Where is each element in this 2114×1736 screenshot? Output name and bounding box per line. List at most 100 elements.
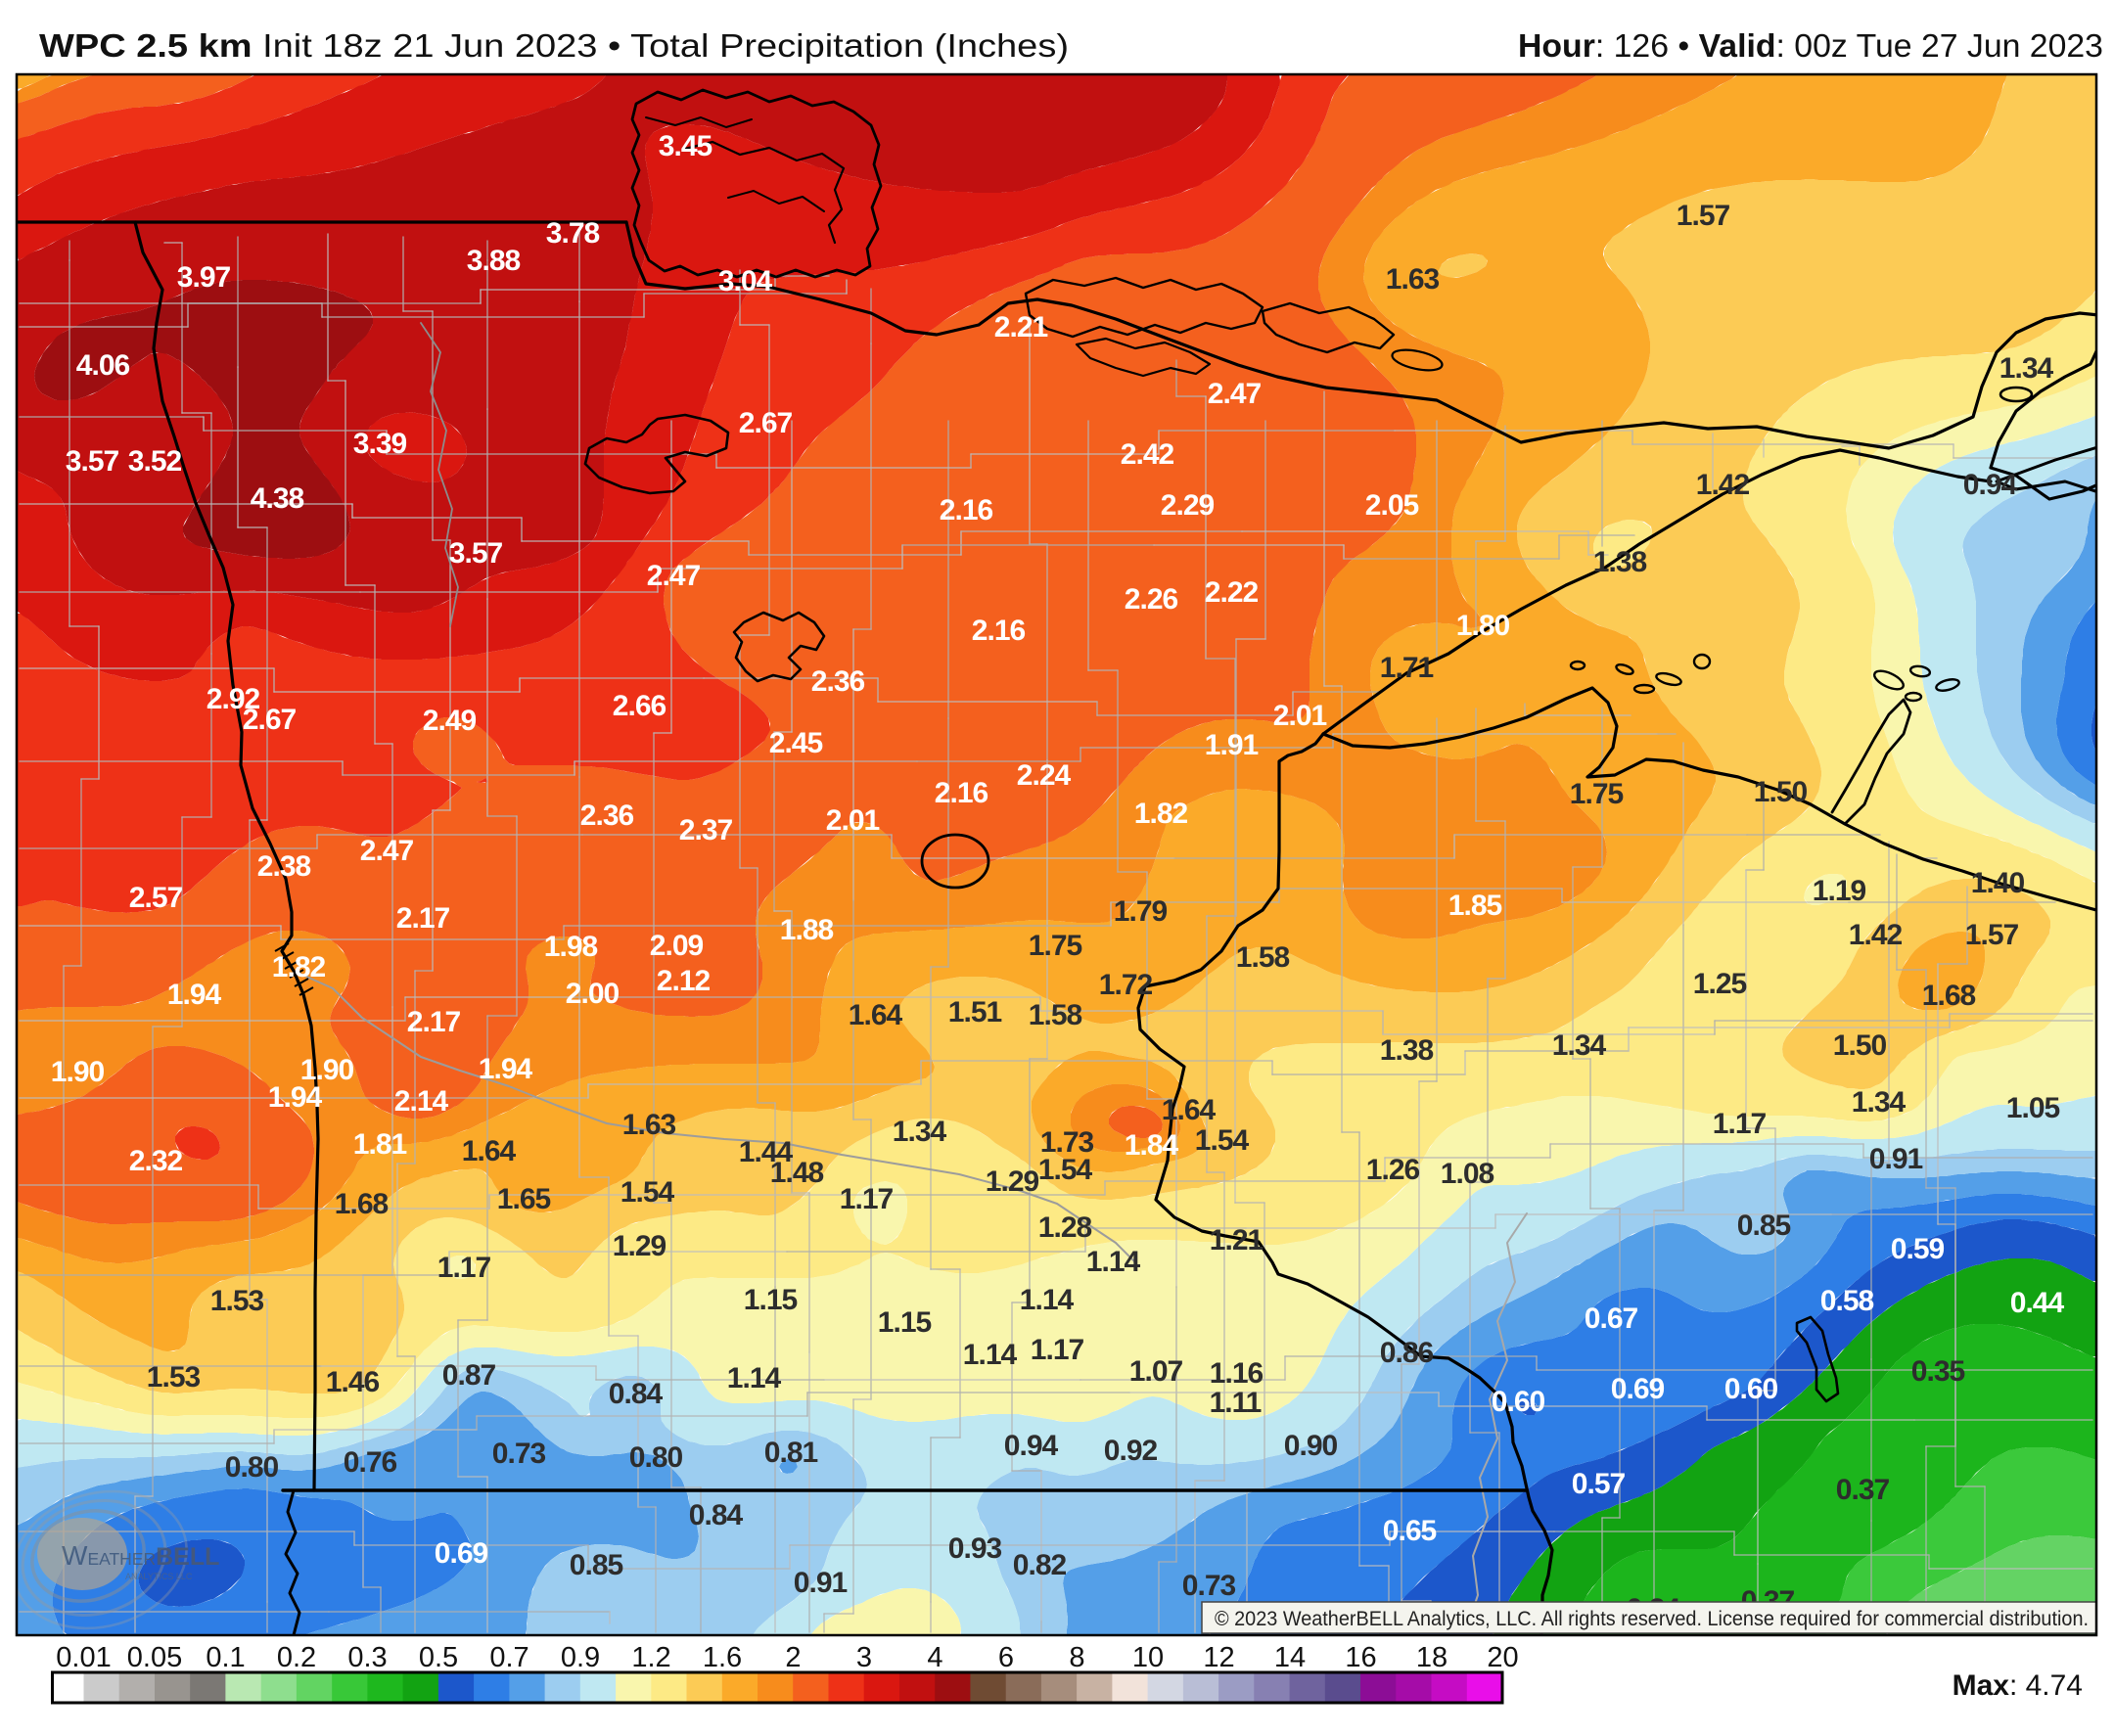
svg-text:20: 20 <box>1487 1642 1518 1673</box>
svg-text:1.34: 1.34 <box>893 1116 947 1148</box>
svg-text:1.29: 1.29 <box>986 1165 1039 1198</box>
svg-text:16: 16 <box>1345 1642 1376 1673</box>
svg-text:0.92: 0.92 <box>1104 1435 1158 1467</box>
svg-text:2.66: 2.66 <box>613 690 666 722</box>
svg-text:1.68: 1.68 <box>1922 980 1976 1012</box>
svg-text:14: 14 <box>1274 1642 1306 1673</box>
svg-text:0.80: 0.80 <box>629 1441 683 1474</box>
svg-text:0.85: 0.85 <box>570 1549 623 1581</box>
svg-text:2.21: 2.21 <box>994 311 1048 343</box>
svg-text:1.57: 1.57 <box>1677 200 1730 232</box>
svg-text:1.63: 1.63 <box>1386 263 1440 296</box>
svg-text:0.65: 0.65 <box>1383 1515 1437 1547</box>
svg-text:1.19: 1.19 <box>1813 875 1866 907</box>
svg-text:0.90: 0.90 <box>1284 1430 1338 1462</box>
svg-text:0.69: 0.69 <box>1611 1373 1665 1405</box>
svg-text:2.37: 2.37 <box>679 814 733 846</box>
svg-text:1.82: 1.82 <box>272 951 326 983</box>
svg-text:2.47: 2.47 <box>647 560 701 592</box>
svg-text:1.53: 1.53 <box>210 1285 264 1317</box>
svg-text:2.38: 2.38 <box>257 850 311 883</box>
svg-text:0.7: 0.7 <box>489 1642 528 1673</box>
svg-text:0.05: 0.05 <box>127 1642 182 1673</box>
svg-text:Max: 4.74: Max: 4.74 <box>1953 1669 2083 1702</box>
svg-text:1.50: 1.50 <box>1754 776 1808 808</box>
svg-text:3.52: 3.52 <box>128 445 182 478</box>
svg-text:4.06: 4.06 <box>76 349 130 382</box>
svg-text:0.35: 0.35 <box>1911 1355 1965 1388</box>
svg-text:1.75: 1.75 <box>1029 930 1082 962</box>
svg-text:1.54: 1.54 <box>1038 1154 1093 1186</box>
svg-text:2.47: 2.47 <box>360 835 414 867</box>
svg-text:0.76: 0.76 <box>344 1446 397 1479</box>
svg-text:2.09: 2.09 <box>650 930 704 962</box>
svg-text:2.12: 2.12 <box>657 965 711 997</box>
svg-text:0.44: 0.44 <box>2010 1287 2065 1319</box>
svg-text:1.29: 1.29 <box>613 1230 666 1262</box>
svg-text:3.57: 3.57 <box>449 537 503 570</box>
svg-text:1.46: 1.46 <box>326 1366 380 1398</box>
svg-text:4: 4 <box>927 1642 942 1673</box>
svg-text:2.00: 2.00 <box>566 978 620 1010</box>
svg-text:1.80: 1.80 <box>1456 610 1510 642</box>
svg-text:0.91: 0.91 <box>794 1567 848 1599</box>
svg-text:1.51: 1.51 <box>948 996 1002 1028</box>
svg-text:1.38: 1.38 <box>1593 546 1647 578</box>
svg-text:2.14: 2.14 <box>394 1085 449 1118</box>
svg-text:ANALYTICS LLC: ANALYTICS LLC <box>125 1572 193 1581</box>
svg-text:1.14: 1.14 <box>1020 1284 1075 1316</box>
svg-text:1.44: 1.44 <box>739 1136 794 1168</box>
svg-text:0.5: 0.5 <box>419 1642 458 1673</box>
svg-text:1.48: 1.48 <box>770 1157 824 1189</box>
svg-text:© 2023 WeatherBELL Analytics,: © 2023 WeatherBELL Analytics, LLC. All r… <box>1215 1608 2089 1630</box>
svg-text:1.07: 1.07 <box>1129 1355 1183 1388</box>
svg-text:0.1: 0.1 <box>206 1642 245 1673</box>
svg-text:1.17: 1.17 <box>437 1252 491 1284</box>
svg-text:1.05: 1.05 <box>2006 1092 2060 1124</box>
svg-text:0.60: 0.60 <box>1724 1373 1778 1405</box>
svg-text:1.53: 1.53 <box>147 1361 201 1393</box>
svg-text:1.42: 1.42 <box>1696 469 1750 501</box>
svg-text:1.65: 1.65 <box>497 1183 551 1215</box>
svg-text:3.04: 3.04 <box>718 265 773 297</box>
svg-text:1.71: 1.71 <box>1380 652 1434 684</box>
svg-text:WPC 2.5 km Init 18z 21 Jun 202: WPC 2.5 km Init 18z 21 Jun 2023 • Total … <box>39 27 1069 64</box>
svg-text:1.14: 1.14 <box>1086 1246 1141 1278</box>
svg-text:WEATHERBELL: WEATHERBELL <box>62 1540 219 1571</box>
svg-text:1.85: 1.85 <box>1448 890 1502 922</box>
svg-text:3.88: 3.88 <box>467 245 521 277</box>
svg-text:1.58: 1.58 <box>1236 941 1290 974</box>
svg-text:2.22: 2.22 <box>1205 576 1259 609</box>
svg-text:1.40: 1.40 <box>1971 867 2025 899</box>
svg-text:1.90: 1.90 <box>51 1056 105 1088</box>
svg-text:3.78: 3.78 <box>546 217 600 250</box>
svg-text:0.84: 0.84 <box>609 1378 664 1410</box>
svg-text:0.86: 0.86 <box>1380 1337 1434 1369</box>
svg-text:1.98: 1.98 <box>544 931 598 963</box>
svg-text:8: 8 <box>1069 1642 1084 1673</box>
svg-text:2.36: 2.36 <box>580 799 634 832</box>
svg-text:2.17: 2.17 <box>407 1006 461 1038</box>
svg-text:1.90: 1.90 <box>300 1054 354 1086</box>
svg-text:2.36: 2.36 <box>811 665 865 698</box>
svg-text:1.14: 1.14 <box>727 1362 782 1394</box>
svg-text:0.60: 0.60 <box>1492 1386 1545 1418</box>
svg-text:1.64: 1.64 <box>462 1135 517 1167</box>
svg-text:2.17: 2.17 <box>396 902 450 935</box>
svg-text:3.45: 3.45 <box>659 130 712 162</box>
svg-text:1.15: 1.15 <box>744 1284 798 1316</box>
svg-text:1.11: 1.11 <box>1210 1387 1262 1419</box>
svg-text:2.67: 2.67 <box>243 704 297 736</box>
svg-text:0.69: 0.69 <box>435 1537 488 1570</box>
svg-text:2.67: 2.67 <box>739 407 793 439</box>
svg-text:0.9: 0.9 <box>561 1642 600 1673</box>
svg-text:1.38: 1.38 <box>1380 1034 1434 1067</box>
svg-text:1.16: 1.16 <box>1210 1357 1264 1390</box>
svg-text:3: 3 <box>856 1642 872 1673</box>
svg-text:2.01: 2.01 <box>826 804 880 837</box>
svg-text:0.80: 0.80 <box>225 1451 279 1484</box>
svg-text:1.34: 1.34 <box>1552 1029 1607 1062</box>
svg-text:0.87: 0.87 <box>442 1359 496 1392</box>
svg-text:2.29: 2.29 <box>1161 489 1215 522</box>
svg-text:1.28: 1.28 <box>1038 1211 1092 1244</box>
